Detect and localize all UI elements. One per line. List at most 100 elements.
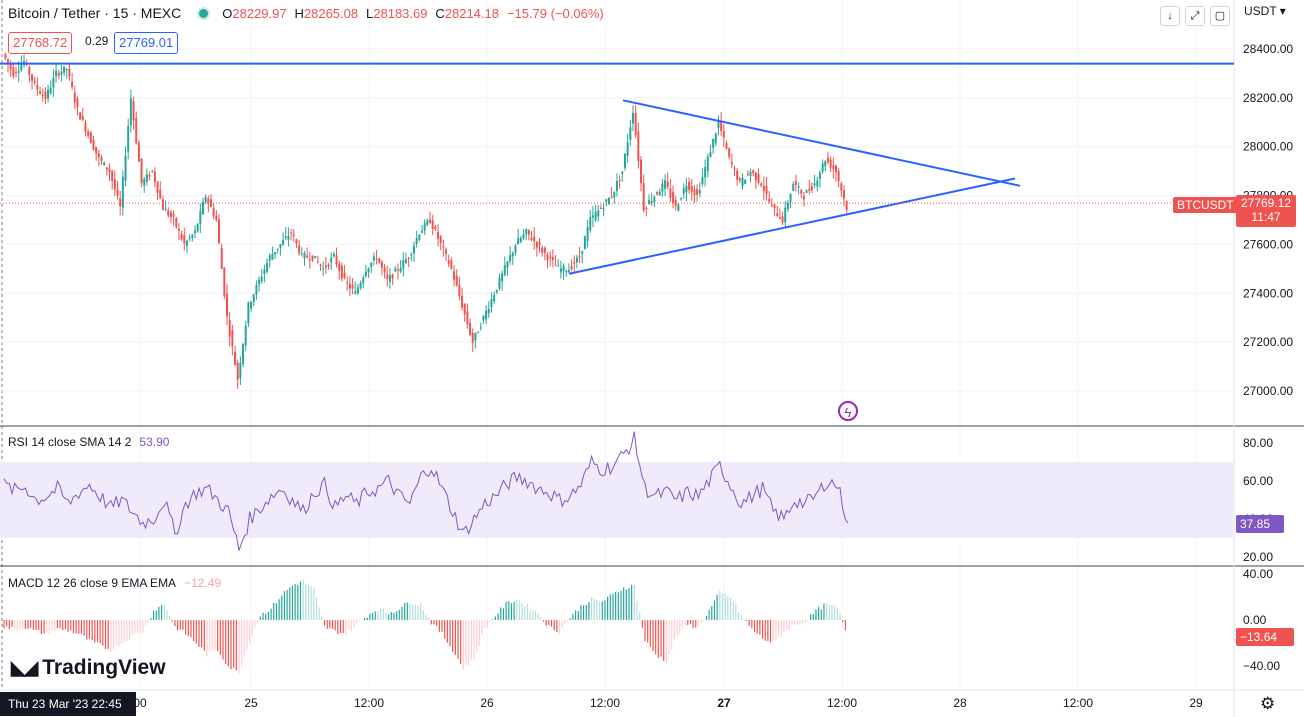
candle-body [466, 311, 469, 325]
candle-body [669, 188, 672, 198]
candle-body [129, 98, 132, 126]
candle-body [714, 133, 717, 144]
macd-histogram [3, 579, 846, 675]
candle-body [145, 174, 148, 182]
candle-body [84, 122, 87, 132]
candle-body [557, 265, 560, 267]
candle-body [605, 199, 608, 202]
lightning-icon[interactable]: ϟ [838, 401, 858, 421]
candle-body [191, 234, 194, 238]
candle-body [514, 245, 517, 253]
candle-body [407, 257, 410, 260]
macd-label: MACD 12 26 close 9 EMA EMA [8, 576, 177, 590]
x-tick-label: 25 [244, 696, 258, 710]
candle-body [722, 131, 725, 138]
candle-body [68, 68, 71, 77]
candle-body [493, 295, 496, 302]
candle-body [412, 245, 415, 254]
candle-body [623, 154, 626, 169]
candle-body [546, 254, 549, 261]
candle-body [487, 308, 490, 314]
candle-body [231, 330, 234, 347]
currency-selector[interactable]: USDT ▾ [1244, 4, 1286, 18]
candle-body [653, 196, 656, 203]
buy-price-button[interactable]: 27769.01 [114, 32, 179, 54]
candle-body [810, 186, 813, 191]
candle-body [290, 232, 293, 234]
candle-body [252, 294, 255, 303]
candle-body [538, 241, 541, 246]
candle-body [258, 279, 261, 285]
fullscreen-icon[interactable]: ⤢ [1185, 6, 1205, 26]
candle-body [720, 121, 723, 131]
snapshot-icon[interactable]: ▢ [1210, 6, 1230, 26]
candle-body [119, 198, 122, 207]
candle-body [455, 276, 458, 286]
sell-price-button[interactable]: 27768.72 [8, 32, 73, 54]
candle-body [845, 201, 848, 211]
candle-body [471, 333, 474, 343]
candle-body [9, 63, 12, 70]
tradingview-logo[interactable]: ◣◢ TradingView [11, 656, 166, 680]
symbol-title[interactable]: Bitcoin / Tether · 15 · MEXC [8, 5, 182, 21]
y-tick-label: 27400.00 [1243, 286, 1293, 300]
candle-body [354, 291, 357, 294]
candle-body [829, 159, 832, 168]
candle-body [613, 191, 616, 198]
tradingview-logo-icon: ◣◢ [11, 657, 38, 679]
candle-body [306, 255, 309, 258]
candle-body [308, 259, 311, 261]
last-price: 27769.12 [1240, 196, 1292, 210]
candle-body [380, 261, 383, 268]
candle-body [733, 168, 736, 170]
spread-value: 0.29 [85, 34, 109, 48]
candle-body [530, 237, 533, 241]
candle-body [423, 222, 426, 232]
candle-body [559, 268, 562, 273]
candle-body [824, 161, 827, 167]
candle-body [351, 284, 354, 289]
candle-body [439, 236, 442, 244]
candle-body [826, 157, 829, 162]
candle-body [65, 68, 68, 70]
macd-legend[interactable]: MACD 12 26 close 9 EMA EMA −12.49 [8, 576, 221, 590]
candle-body [268, 255, 271, 261]
candle-body [322, 268, 325, 270]
settings-gear-icon[interactable]: ⚙ [1260, 694, 1276, 713]
candle-body [704, 167, 707, 178]
candle-body [12, 67, 15, 77]
macd-tick-label: 40.00 [1243, 567, 1273, 581]
candle-body [410, 254, 413, 256]
candle-body [356, 287, 359, 294]
candle-body [47, 89, 50, 99]
candle-body [442, 246, 445, 248]
candle-body [754, 172, 757, 181]
rsi-legend[interactable]: RSI 14 close SMA 14 2 53.90 [8, 435, 169, 449]
candle-body [223, 267, 226, 297]
candle-body [183, 235, 186, 244]
lower-trendline [568, 177, 1016, 275]
candle-body [701, 176, 704, 185]
arrow-down-icon[interactable]: ↓ [1160, 6, 1180, 26]
candle-body [255, 284, 258, 295]
candle-body [725, 142, 728, 149]
candle-body [567, 270, 570, 273]
candle-body [388, 275, 391, 282]
candle-body [631, 112, 634, 124]
candle-body [161, 199, 164, 210]
candle-body [834, 165, 837, 173]
candle-body [469, 322, 472, 335]
candle-body [340, 265, 343, 279]
macd-value: −12.49 [184, 576, 222, 590]
rsi-tick-label: 60.00 [1243, 474, 1273, 488]
candle-body [800, 190, 803, 194]
candle-body [103, 162, 106, 166]
candle-body [338, 263, 341, 271]
candle-body [583, 236, 586, 250]
candle-body [573, 262, 576, 264]
y-tick-label: 27600.00 [1243, 237, 1293, 251]
candle-body [645, 207, 648, 209]
candle-body [682, 188, 685, 194]
rsi-band [0, 462, 1234, 538]
